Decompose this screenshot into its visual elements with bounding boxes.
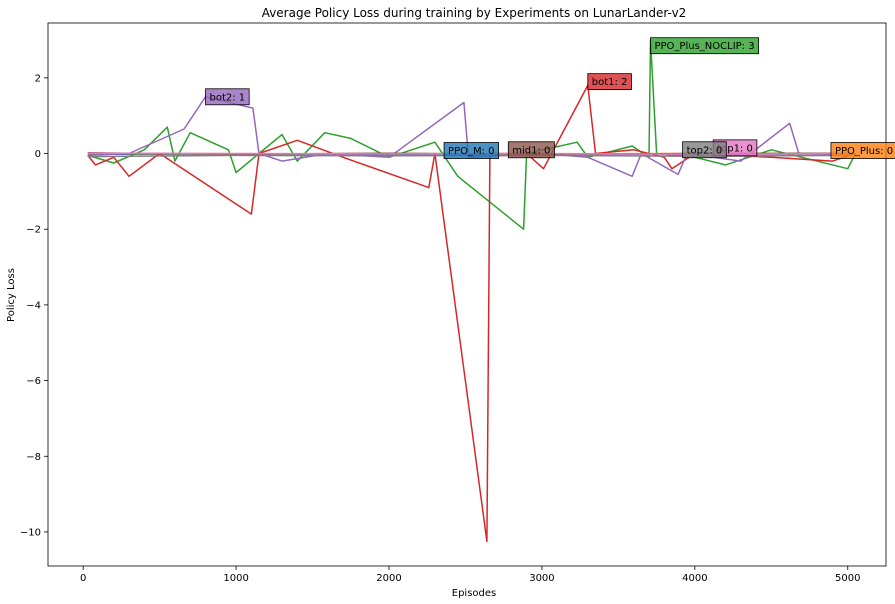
annotation-mid1: mid1: 0 bbox=[507, 141, 555, 159]
annotation-ppo-plus-noclip: PPO_Plus_NOCLIP: 3 bbox=[650, 37, 759, 55]
series-line-ppo-plus-noclip bbox=[87, 39, 857, 230]
chart-title: Average Policy Loss during training by E… bbox=[262, 6, 687, 20]
y-tick-label: −6 bbox=[26, 376, 41, 387]
x-tick-label: 4000 bbox=[682, 573, 707, 584]
x-axis-label: Episodes bbox=[452, 588, 496, 599]
annotation-box bbox=[682, 141, 727, 159]
annotation-ppo-m: PPO_M: 0 bbox=[443, 142, 499, 159]
annotation-box bbox=[507, 141, 555, 159]
annotation-label: top1: 0 bbox=[717, 143, 753, 154]
annotation-box bbox=[587, 73, 632, 91]
series-line-bot2 bbox=[87, 96, 856, 178]
annotation-box bbox=[830, 142, 895, 159]
series-group bbox=[87, 39, 857, 543]
annotation-label: mid1: 0 bbox=[512, 145, 550, 156]
annotation-ppo-plus: PPO_Plus: 0 bbox=[830, 142, 895, 159]
plot-area: 0 1000 2000 3000 4000 5000 −10 −8 −6 −4 −2 0 2 bot2: … bbox=[20, 22, 895, 584]
x-tick-label: 2000 bbox=[376, 573, 401, 584]
annotation-label: top2: 0 bbox=[687, 145, 723, 156]
annotation-label: PPO_Plus_NOCLIP: 3 bbox=[655, 41, 755, 52]
annotation-box bbox=[205, 88, 250, 106]
x-tick-label: 1000 bbox=[223, 573, 248, 584]
y-axis-label: Policy Loss bbox=[6, 268, 17, 322]
annotation-label: bot2: 1 bbox=[210, 92, 246, 103]
annotation-label: bot1: 2 bbox=[592, 77, 628, 88]
x-tick-label: 5000 bbox=[835, 573, 860, 584]
y-tick-label: −10 bbox=[20, 527, 41, 538]
annotation-box bbox=[443, 142, 499, 159]
annotation-bot2: bot2: 1 bbox=[205, 88, 250, 106]
y-tick-label: −4 bbox=[26, 300, 41, 311]
y-tick-label: −8 bbox=[26, 452, 41, 463]
x-tick-label: 3000 bbox=[529, 573, 554, 584]
annotation-label: PPO_M: 0 bbox=[448, 146, 494, 157]
y-tick-label: 0 bbox=[35, 149, 41, 160]
annotation-bot1: bot1: 2 bbox=[587, 73, 632, 91]
annotation-label: PPO_Plus: 0 bbox=[835, 146, 893, 157]
y-tick-label: −2 bbox=[26, 225, 41, 236]
axes-frame bbox=[47, 22, 887, 567]
annotation-top2: top2: 0 bbox=[682, 141, 727, 159]
x-tick-label: 0 bbox=[80, 573, 86, 584]
series-line-bot1 bbox=[87, 84, 856, 543]
annotation-box bbox=[650, 37, 759, 55]
y-tick-label: 2 bbox=[35, 73, 41, 84]
